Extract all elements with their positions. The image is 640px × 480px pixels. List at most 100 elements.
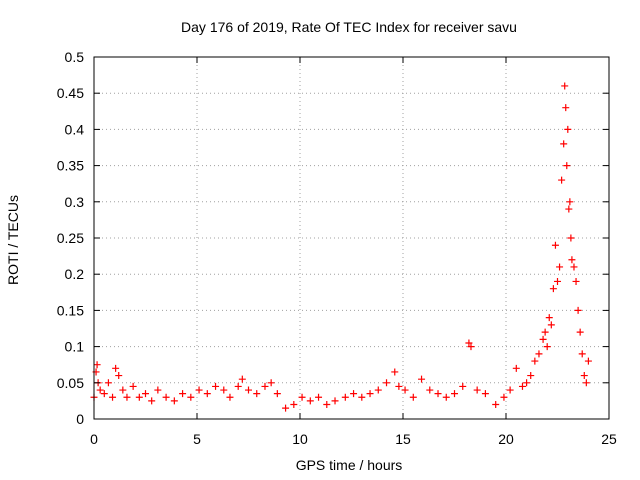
data-point <box>492 401 500 409</box>
data-point <box>238 375 246 383</box>
data-point <box>500 393 508 401</box>
data-point <box>531 357 539 365</box>
data-point <box>142 390 149 398</box>
data-point <box>434 390 442 398</box>
data-point <box>383 379 391 387</box>
data-point <box>565 205 573 213</box>
data-point <box>582 379 590 387</box>
data-point <box>93 361 101 369</box>
data-point <box>96 386 104 394</box>
data-point <box>518 382 526 390</box>
x-tick-label: 20 <box>498 431 514 447</box>
x-tick-label: 0 <box>90 431 98 447</box>
data-point <box>418 375 426 383</box>
data-point <box>306 397 314 405</box>
data-point <box>115 372 123 380</box>
data-point <box>554 277 561 285</box>
data-point <box>366 390 374 398</box>
data-point <box>212 382 220 390</box>
data-point <box>481 390 489 398</box>
data-point <box>543 343 551 351</box>
ticks-layer: 0 0.05 0.1 0.15 0.2 0.25 0.3 0.35 0.4 0.45 0.5 0 5 10… <box>57 49 617 447</box>
data-point <box>220 386 228 394</box>
y-axis-title: ROTI / TECUs <box>5 195 21 285</box>
data-point <box>442 393 450 401</box>
data-point <box>253 390 261 398</box>
y-tick-label: 0.15 <box>57 302 84 318</box>
data-point <box>523 379 531 387</box>
data-point <box>574 306 582 314</box>
data-point <box>315 393 323 401</box>
x-tick-label: 10 <box>292 431 308 447</box>
data-point <box>104 379 112 387</box>
y-tick-label: 0.5 <box>65 49 85 65</box>
data-point <box>545 314 553 322</box>
y-tick-label: 0.05 <box>57 375 84 391</box>
data-point <box>374 386 382 394</box>
data-point <box>261 382 269 390</box>
data-point <box>109 393 117 401</box>
data-point <box>584 357 592 365</box>
data-point <box>512 364 520 372</box>
data-point <box>566 198 574 206</box>
y-tick-label: 0.25 <box>57 230 84 246</box>
x-axis-title: GPS time / hours <box>296 457 403 473</box>
data-point <box>226 393 234 401</box>
data-point <box>409 393 417 401</box>
data-point <box>465 339 473 347</box>
data-point <box>245 386 252 394</box>
data-point <box>549 285 557 293</box>
y-tick-label: 0.35 <box>57 158 84 174</box>
data-point <box>179 390 187 398</box>
data-point <box>129 382 137 390</box>
data-point <box>170 397 178 405</box>
data-point <box>401 386 409 394</box>
data-point <box>561 82 569 90</box>
y-tick-label: 0.2 <box>65 266 85 282</box>
data-point <box>562 104 570 112</box>
data-point <box>391 368 399 376</box>
data-point <box>267 379 275 387</box>
data-point <box>541 328 549 336</box>
data-point <box>162 393 170 401</box>
data-point <box>135 393 143 401</box>
data-point <box>473 386 481 394</box>
data-point <box>527 372 535 380</box>
y-tick-label: 0.3 <box>65 194 85 210</box>
data-point <box>576 328 584 336</box>
data-point <box>578 350 586 358</box>
data-point <box>568 256 576 264</box>
data-point <box>535 350 543 358</box>
data-point <box>451 390 458 398</box>
y-tick-label: 0.4 <box>65 121 85 137</box>
chart-title: Day 176 of 2019, Rate Of TEC Index for r… <box>181 19 517 35</box>
data-point <box>195 386 203 394</box>
data-point <box>234 382 242 390</box>
data-point <box>323 401 331 409</box>
data-point <box>570 263 578 271</box>
data-point <box>467 343 475 351</box>
data-point <box>580 372 588 380</box>
data-point <box>506 386 514 394</box>
data-point <box>572 277 580 285</box>
data-point <box>558 176 566 184</box>
x-tick-label: 25 <box>601 431 617 447</box>
x-tick-label: 5 <box>193 431 201 447</box>
data-point <box>350 390 358 398</box>
data-point <box>290 401 298 409</box>
data-point <box>560 140 568 148</box>
data-points-layer <box>90 82 592 412</box>
data-point <box>331 397 339 405</box>
data-point <box>341 393 349 401</box>
y-tick-label: 0.1 <box>65 339 85 355</box>
data-point <box>123 393 131 401</box>
data-point <box>282 404 290 412</box>
data-point <box>547 321 555 329</box>
data-point <box>100 390 108 398</box>
grid-layer <box>94 57 609 419</box>
x-tick-label: 15 <box>395 431 411 447</box>
data-point <box>148 397 156 405</box>
data-point <box>567 234 575 242</box>
data-point <box>112 364 120 372</box>
